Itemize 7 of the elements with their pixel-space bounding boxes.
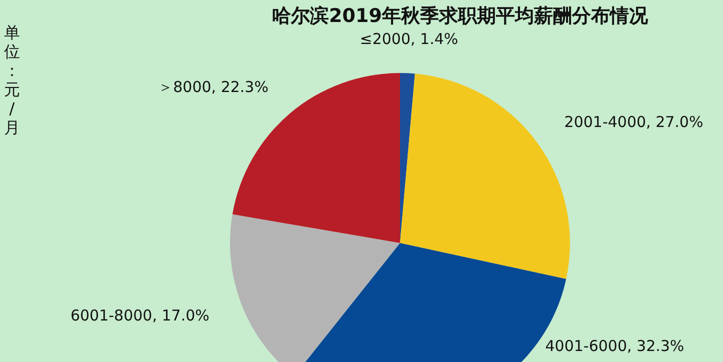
slice-label: 2001-4000, 27.0%: [564, 113, 704, 132]
slice-label: ＞8000, 22.3%: [158, 78, 268, 96]
chart-title: 哈尔滨2019年秋季求职期平均薪酬分布情况: [272, 5, 649, 27]
slice-label: 6001-8000, 17.0%: [70, 306, 210, 325]
slice-label: ≤2000, 1.4%: [360, 30, 458, 48]
slice-label: 4001-6000, 32.3%: [545, 337, 684, 355]
text: 单位：元/月: [4, 23, 20, 137]
